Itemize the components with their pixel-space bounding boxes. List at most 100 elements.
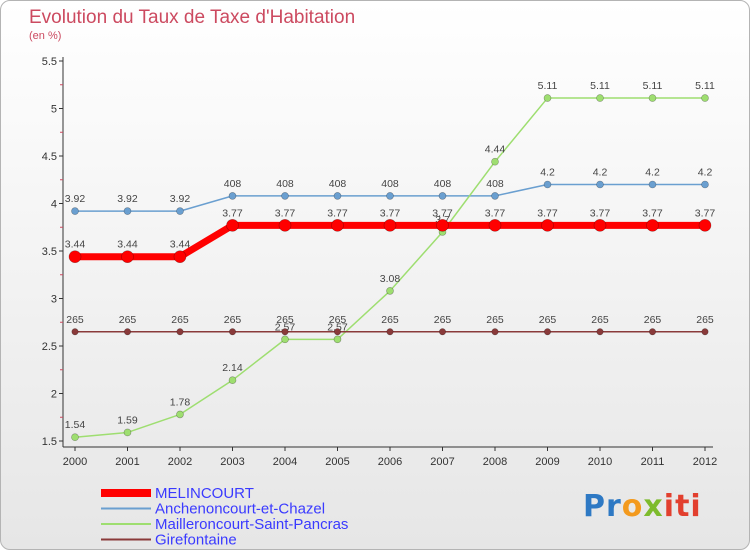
y-tick-label: 2 [51, 389, 57, 401]
x-tick-label: 2000 [63, 456, 87, 468]
data-point [701, 328, 709, 336]
data-point [123, 428, 132, 437]
y-tick-label: 1.5 [42, 436, 57, 448]
data-label: 3.77 [222, 207, 243, 219]
legend-label: Anchenoncourt-et-Chazel [155, 501, 325, 518]
data-label: 408 [329, 178, 347, 190]
data-label: 265 [696, 314, 714, 326]
data-point [701, 180, 709, 189]
data-label: 4.2 [540, 167, 555, 179]
data-label: 265 [486, 314, 504, 326]
data-point [543, 328, 551, 336]
x-tick-label: 2010 [588, 456, 612, 468]
data-label: 2.14 [222, 362, 243, 374]
data-point [71, 207, 79, 215]
legend-label: Mailleroncourt-Saint-Pancras [155, 516, 348, 533]
data-point [596, 94, 604, 102]
data-label: 2.57 [275, 321, 296, 333]
data-point [646, 219, 659, 232]
x-tick-label: 2006 [378, 456, 402, 468]
y-tick-label: 2.5 [42, 341, 57, 353]
data-label: 3.77 [695, 207, 716, 219]
legend-label: Girefontaine [155, 532, 237, 549]
x-tick-label: 2011 [641, 456, 665, 468]
data-point [386, 328, 394, 336]
data-label: 3.77 [642, 207, 663, 219]
data-label: 3.77 [275, 207, 296, 219]
data-label: 408 [276, 178, 294, 190]
data-label: 4.2 [698, 167, 713, 179]
data-label: 3.44 [170, 239, 191, 251]
data-point [541, 219, 554, 232]
data-point [648, 94, 657, 102]
data-label: 3.77 [327, 207, 348, 219]
data-point [333, 328, 341, 336]
data-label: 1.59 [117, 414, 138, 426]
chart-title: Evolution du Taux de Taxe d'Habitation [29, 7, 356, 28]
data-label: 265 [329, 314, 347, 326]
data-point [596, 180, 604, 189]
data-point [488, 219, 502, 232]
data-label: 265 [276, 314, 294, 326]
data-point [123, 207, 132, 215]
data-point [71, 328, 79, 336]
data-label: 3.77 [590, 207, 611, 219]
data-label: 5.11 [643, 80, 663, 92]
data-point [228, 192, 237, 200]
series-line-1 [74, 97, 705, 438]
data-label: 3.77 [380, 207, 401, 219]
proxiti-logo: Proxiti [583, 489, 702, 524]
data-point [436, 219, 449, 232]
data-label: 3.44 [117, 239, 138, 251]
data-label: 408 [381, 178, 399, 190]
data-label: 408 [434, 178, 452, 190]
data-point [124, 328, 132, 336]
y-tick-label: 3 [51, 294, 57, 306]
logo-part-3: x [643, 489, 664, 524]
x-tick-label: 2007 [430, 456, 454, 468]
data-point [281, 335, 289, 344]
data-point [593, 219, 607, 232]
data-point [698, 219, 712, 232]
data-point [281, 192, 289, 200]
data-label: 4.2 [593, 167, 608, 179]
data-point [228, 376, 237, 385]
data-label: 1.54 [65, 419, 86, 431]
data-label: 5.11 [590, 80, 610, 92]
data-label: 4.44 [485, 144, 506, 156]
data-point [383, 219, 397, 232]
data-point [173, 250, 187, 263]
data-point [176, 207, 184, 215]
data-label: 5.11 [695, 80, 715, 92]
chart-subtitle: (en %) [29, 30, 62, 42]
data-label: 3.08 [380, 273, 401, 285]
data-point [386, 287, 394, 295]
x-tick-label: 2002 [168, 456, 192, 468]
x-tick-label: 2003 [220, 456, 244, 468]
data-point [229, 328, 237, 336]
data-point [176, 328, 184, 336]
x-tick-label: 2004 [273, 456, 297, 468]
y-tick-label: 5 [51, 104, 57, 116]
data-label: 3.92 [170, 193, 191, 205]
data-point [71, 433, 79, 442]
data-label: 265 [539, 314, 557, 326]
x-tick-label: 2008 [483, 456, 507, 468]
data-label: 408 [486, 178, 504, 190]
y-tick-label: 3.5 [42, 246, 57, 258]
data-label: 2.57 [327, 321, 348, 333]
data-point [701, 94, 709, 102]
x-tick-label: 2001 [115, 456, 139, 468]
data-label: 3.77 [537, 207, 558, 219]
data-point [491, 157, 499, 166]
data-point [648, 180, 657, 189]
data-point [333, 192, 342, 200]
data-label: 265 [591, 314, 609, 326]
data-label: 265 [224, 314, 242, 326]
data-point [278, 219, 292, 232]
data-label: 3.77 [432, 207, 453, 219]
data-point [438, 328, 446, 336]
data-point [491, 192, 499, 200]
y-tick-label: 5.5 [42, 56, 57, 68]
